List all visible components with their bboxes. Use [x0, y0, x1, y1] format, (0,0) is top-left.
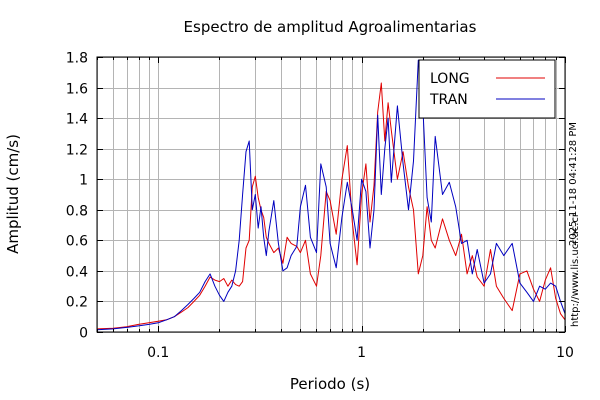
- legend-label-long: LONG: [430, 71, 470, 87]
- source-url-label: http://www.lis.ucr.ac.cr: [570, 212, 581, 327]
- y-tick-label: 0.6: [66, 234, 88, 250]
- x-tick-label: 10: [556, 345, 574, 361]
- y-tick-label: 0.8: [66, 204, 88, 220]
- x-axis-label: Periodo (s): [290, 375, 370, 393]
- y-tick-label: 1.8: [66, 51, 88, 67]
- y-tick-label: 0.4: [66, 265, 88, 281]
- y-tick-label: 1.6: [66, 82, 88, 98]
- chart-title: Espectro de amplitud Agroalimentarias: [184, 18, 477, 36]
- x-tick-label: 1: [357, 345, 366, 361]
- axis-ticks: 0 0.2 0.4 0.6 0.8 1 1.2 1.4 1.6 1.8 0.1 1 10: [66, 51, 574, 362]
- legend-label-tran: TRAN: [429, 92, 468, 108]
- series-layer: [96, 59, 566, 331]
- y-tick-label: 0.2: [66, 295, 88, 311]
- legend: LONG TRAN: [418, 59, 556, 119]
- y-tick-label: 1.4: [66, 112, 88, 128]
- series-line-tran: [96, 59, 566, 331]
- legend-box: [418, 59, 556, 119]
- y-tick-label: 1: [79, 173, 88, 189]
- y-axis-label: Amplitud (cm/s): [4, 134, 22, 254]
- timestamp-label: 2025-11-18 04:41:28 PM: [568, 122, 579, 246]
- series-line-long: [96, 82, 566, 330]
- x-tick-label: 0.1: [147, 345, 169, 361]
- y-tick-label: 0: [79, 326, 88, 342]
- y-tick-label: 1.2: [66, 143, 88, 159]
